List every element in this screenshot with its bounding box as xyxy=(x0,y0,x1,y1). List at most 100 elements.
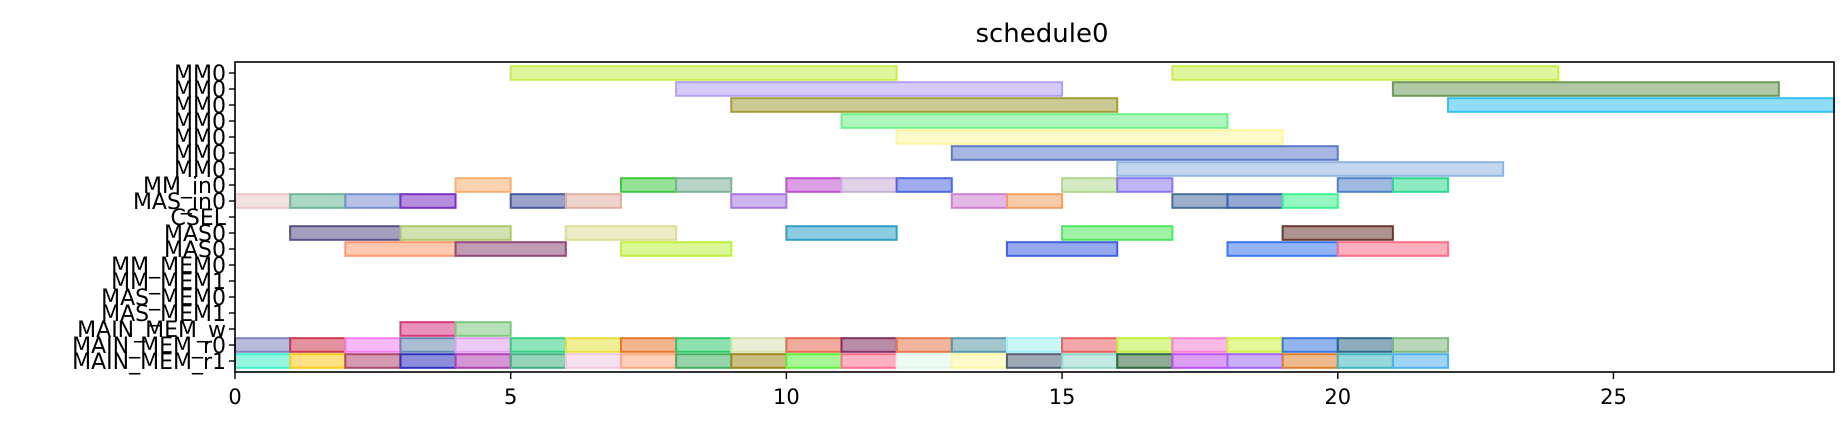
gantt-bar-row-7-5 xyxy=(895,177,953,193)
gantt-bar-row-7-9 xyxy=(1391,177,1450,193)
gantt-bar-row-17-18 xyxy=(1226,337,1284,353)
gantt-bar-row-8-5 xyxy=(564,193,622,209)
gantt-bar-row-17-4 xyxy=(454,337,512,353)
y-tick-label: MM0 xyxy=(174,78,226,103)
gantt-bar-row-6-0 xyxy=(1116,161,1505,177)
gantt-bar-row-0-1 xyxy=(1171,65,1560,81)
gantt-bar-row-16-1 xyxy=(454,321,512,337)
gantt-bar-row-18-8 xyxy=(675,353,733,369)
gantt-bar-row-2-1 xyxy=(1447,97,1835,113)
gantt-bar-row-17-15 xyxy=(1061,337,1119,353)
gantt-bar-row-10-5 xyxy=(1281,225,1394,241)
gantt-bar-row-17-12 xyxy=(895,337,953,353)
gantt-bar-row-18-7 xyxy=(619,353,678,369)
y-axis: MM0MM0MM0MM0MM0MM0MM0MM_in0MAS_in0CSELMA… xyxy=(72,62,235,375)
gantt-bar-row-18-21 xyxy=(1391,353,1450,369)
y-tick-label: MAIN_MEM_r1 xyxy=(72,350,226,375)
gantt-bar-row-8-3 xyxy=(399,193,457,209)
gantt-bar-row-17-0 xyxy=(234,337,292,353)
gantt-bar-row-8-8 xyxy=(1005,193,1064,209)
gantt-bar-row-7-7 xyxy=(1116,177,1174,193)
gantt-bar-row-11-2 xyxy=(619,241,733,257)
gantt-bar-row-18-0 xyxy=(234,353,292,369)
y-tick-label: MAS0 xyxy=(164,222,226,247)
gantt-bar-row-8-1 xyxy=(289,193,347,209)
chart-title: schedule0 xyxy=(975,19,1108,49)
x-tick-label: 5 xyxy=(504,385,517,409)
gantt-bar-row-8-4 xyxy=(509,193,567,209)
gantt-bar-row-18-3 xyxy=(399,353,457,369)
gantt-bar-row-18-6 xyxy=(564,353,622,369)
gantt-bar-row-17-14 xyxy=(1005,337,1064,353)
gantt-bar-row-10-1 xyxy=(399,225,512,241)
y-tick-label: MM0 xyxy=(174,126,226,151)
gantt-bar-row-18-17 xyxy=(1171,353,1229,369)
gantt-bar-row-7-1 xyxy=(619,177,678,193)
y-tick-label: MM0 xyxy=(174,110,226,135)
x-tick-label: 20 xyxy=(1324,385,1351,409)
gantt-bar-row-7-8 xyxy=(1336,177,1394,193)
gantt-bar-row-18-1 xyxy=(289,353,347,369)
gantt-bar-row-11-0 xyxy=(344,241,457,257)
gantt-bar-row-18-11 xyxy=(840,353,898,369)
gantt-bar-row-16-0 xyxy=(399,321,457,337)
gantt-bar-row-18-9 xyxy=(730,353,788,369)
y-tick-label: MM_MEM0 xyxy=(111,254,226,279)
gantt-bar-row-7-3 xyxy=(785,177,843,193)
gantt-bar-row-8-6 xyxy=(730,193,788,209)
y-tick-label: MM0 xyxy=(174,62,226,87)
gantt-bar-row-17-8 xyxy=(675,337,733,353)
gantt-bar-row-17-13 xyxy=(950,337,1008,353)
gantt-bar-row-8-9 xyxy=(1171,193,1229,209)
gantt-bar-row-17-16 xyxy=(1116,337,1174,353)
gantt-bar-row-7-2 xyxy=(675,177,733,193)
gantt-bar-row-11-1 xyxy=(454,241,567,257)
y-tick-label: MAIN_MEM_w xyxy=(77,318,226,343)
y-tick-label: MM_MEM1 xyxy=(111,270,226,295)
gantt-bar-row-8-11 xyxy=(1281,193,1339,209)
gantt-bar-row-5-0 xyxy=(950,145,1339,161)
gantt-bar-row-17-19 xyxy=(1281,337,1339,353)
gantt-bar-row-18-14 xyxy=(1005,353,1064,369)
y-tick-label: MAS_in0 xyxy=(133,190,226,215)
gantt-bar-row-3-0 xyxy=(840,113,1229,129)
gantt-bar-row-18-13 xyxy=(950,353,1008,369)
gantt-bar-row-17-10 xyxy=(785,337,843,353)
gantt-bar-row-1-0 xyxy=(675,81,1064,97)
gantt-bar-row-17-21 xyxy=(1391,337,1450,353)
y-tick-label: MM0 xyxy=(174,94,226,119)
gantt-bar-row-17-7 xyxy=(619,337,678,353)
x-tick-label: 15 xyxy=(1049,385,1076,409)
gantt-bar-row-18-15 xyxy=(1061,353,1119,369)
gantt-bar-row-18-18 xyxy=(1226,353,1284,369)
x-axis: 0 5 10 15 20 25 xyxy=(228,372,1627,409)
gantt-bar-row-17-6 xyxy=(564,337,622,353)
gantt-bar-row-1-1 xyxy=(1391,81,1780,97)
gantt-bar-row-17-2 xyxy=(344,337,402,353)
gantt-bar-row-17-5 xyxy=(509,337,567,353)
gantt-bar-row-8-10 xyxy=(1226,193,1284,209)
y-tick-label: MAS_MEM1 xyxy=(101,302,226,327)
y-tick-label: MM0 xyxy=(174,158,226,183)
gantt-bar-row-7-0 xyxy=(454,177,512,193)
gantt-bar-row-18-4 xyxy=(454,353,512,369)
gantt-bar-row-10-3 xyxy=(785,225,898,241)
gantt-bar-row-17-9 xyxy=(730,337,788,353)
gantt-bar-row-17-17 xyxy=(1171,337,1229,353)
gantt-bar-row-8-2 xyxy=(344,193,402,209)
gantt-bar-row-17-1 xyxy=(289,337,347,353)
y-tick-label: MAIN_MEM_r0 xyxy=(72,334,226,359)
gantt-bar-row-18-20 xyxy=(1336,353,1394,369)
gantt-bar-row-10-2 xyxy=(564,225,678,241)
y-tick-label: MM0 xyxy=(174,142,226,167)
gantt-bar-row-8-0 xyxy=(234,193,292,209)
gantt-bar-row-18-2 xyxy=(344,353,402,369)
gantt-bar-row-10-4 xyxy=(1061,225,1174,241)
gantt-bar-row-17-3 xyxy=(399,337,457,353)
plot-frame xyxy=(234,61,1835,373)
gantt-bar-row-8-7 xyxy=(950,193,1008,209)
y-tick-label: CSEL xyxy=(171,206,227,231)
gantt-bar-row-17-20 xyxy=(1336,337,1394,353)
gantt-bar-row-18-12 xyxy=(895,353,953,369)
